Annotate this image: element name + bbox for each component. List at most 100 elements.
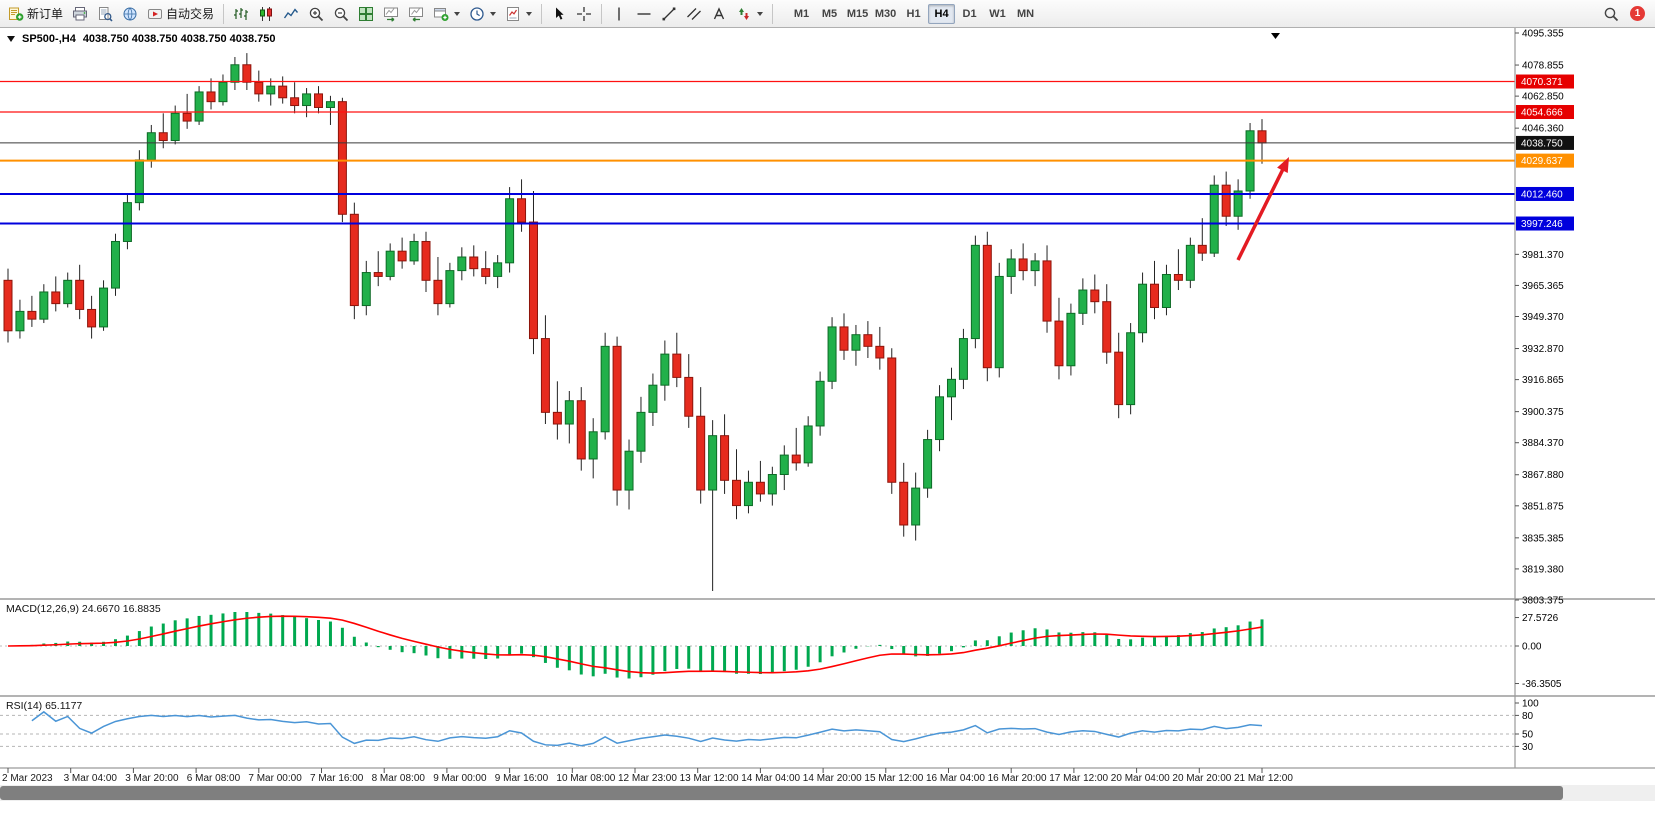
svg-text:10 Mar 08:00: 10 Mar 08:00 (556, 773, 615, 784)
printer-icon (72, 6, 88, 22)
cursor-icon (551, 6, 567, 22)
svg-text:3819.380: 3819.380 (1522, 564, 1564, 575)
auto-scroll-button[interactable] (379, 3, 403, 25)
new-chart-icon (433, 6, 449, 22)
new-chart-button[interactable] (429, 3, 464, 25)
svg-text:3916.865: 3916.865 (1522, 375, 1564, 386)
arrows-button[interactable] (732, 3, 767, 25)
scrollbar-thumb (0, 786, 1563, 800)
svg-text:3 Mar 20:00: 3 Mar 20:00 (125, 773, 179, 784)
svg-text:4078.855: 4078.855 (1522, 61, 1564, 72)
price-badge: 4070.371 (1516, 74, 1574, 89)
svg-text:14 Mar 04:00: 14 Mar 04:00 (741, 773, 800, 784)
timeframe-h1-button[interactable]: H1 (906, 7, 921, 20)
timeframe-m15-button[interactable]: M15 (846, 7, 869, 20)
svg-text:3884.370: 3884.370 (1522, 438, 1564, 449)
line-chart-icon (283, 6, 299, 22)
chevron-down-icon (490, 11, 497, 16)
horizontal-line-button[interactable] (632, 3, 656, 25)
svg-text:7 Mar 16:00: 7 Mar 16:00 (310, 773, 364, 784)
equidistant-channel-button[interactable] (682, 3, 706, 25)
svg-text:3803.375: 3803.375 (1522, 596, 1564, 607)
candlestick-icon (258, 6, 274, 22)
line-chart-button[interactable] (279, 3, 303, 25)
chart-shift-button[interactable] (404, 3, 428, 25)
svg-text:4029.637: 4029.637 (1521, 156, 1563, 167)
zoom-out-icon (333, 6, 349, 22)
expand-triangle-icon[interactable] (7, 36, 15, 42)
autotrading-button[interactable]: 自动交易 (143, 3, 218, 25)
main-toolbar: 新订单 自动交易 M1 M5 M15 M30 H1 H4 D1 W1 MN 1 (0, 0, 1655, 28)
timeframe-mn-button[interactable]: MN (1016, 7, 1035, 20)
svg-text:13 Mar 12:00: 13 Mar 12:00 (680, 773, 739, 784)
toolbar-separator (601, 3, 603, 24)
notification-badge[interactable]: 1 (1630, 6, 1645, 21)
cursor-button[interactable] (547, 3, 571, 25)
toolbar-separator (772, 3, 774, 24)
zoom-in-button[interactable] (304, 3, 328, 25)
timeframe-d1-button[interactable]: D1 (962, 7, 977, 20)
zoom-in-icon (308, 6, 324, 22)
periods-button[interactable] (465, 3, 500, 25)
svg-text:50: 50 (1522, 730, 1534, 741)
vertical-line-button[interactable] (607, 3, 631, 25)
svg-text:80: 80 (1522, 711, 1534, 722)
crosshair-button[interactable] (572, 3, 596, 25)
svg-text:15 Mar 12:00: 15 Mar 12:00 (864, 773, 923, 784)
macd-signal-line (7, 615, 1263, 674)
text-label-button[interactable] (707, 3, 731, 25)
print-button[interactable] (68, 3, 92, 25)
timeframe-m30-button[interactable]: M30 (874, 7, 897, 20)
svg-text:4038.750: 4038.750 (1521, 138, 1563, 149)
trend-arrow-annotation[interactable] (1236, 157, 1289, 261)
tile-windows-icon (358, 6, 374, 22)
chevron-down-icon (526, 11, 533, 16)
bar-chart-icon (233, 6, 249, 22)
candlestick-chart-button[interactable] (254, 3, 278, 25)
timeframe-m5-button[interactable]: M5 (821, 7, 838, 20)
print-preview-button[interactable] (93, 3, 117, 25)
svg-text:0.00: 0.00 (1522, 642, 1542, 653)
svg-text:4095.355: 4095.355 (1522, 29, 1564, 40)
templates-button[interactable] (501, 3, 536, 25)
chart-canvas[interactable]: 4095.355 4078.855 4062.850 4046.360 3981.370… (0, 28, 1655, 834)
timeframe-w1-button[interactable]: W1 (989, 7, 1006, 20)
help-button[interactable] (118, 3, 142, 25)
svg-text:3997.246: 3997.246 (1521, 219, 1563, 230)
svg-text:9 Mar 16:00: 9 Mar 16:00 (495, 773, 549, 784)
clock-icon (469, 6, 485, 22)
svg-text:3835.385: 3835.385 (1522, 533, 1564, 544)
time-axis: 2 Mar 2023 3 Mar 04:00 3 Mar 20:00 6 Mar 08… (2, 768, 1293, 784)
rsi-indicator-label: RSI(14) 65.1177 (6, 700, 83, 712)
svg-text:100: 100 (1522, 699, 1539, 710)
svg-text:17 Mar 12:00: 17 Mar 12:00 (1049, 773, 1108, 784)
zoom-out-button[interactable] (329, 3, 353, 25)
tile-windows-button[interactable] (354, 3, 378, 25)
autotrading-icon (147, 6, 163, 22)
svg-text:20 Mar 20:00: 20 Mar 20:00 (1172, 773, 1231, 784)
svg-text:4062.850: 4062.850 (1522, 92, 1564, 103)
horizontal-scrollbar[interactable] (0, 785, 1655, 801)
svg-text:-36.3505: -36.3505 (1522, 679, 1562, 690)
candles (3, 53, 1267, 592)
search-button[interactable] (1599, 3, 1623, 25)
vertical-line-icon (611, 6, 627, 22)
svg-text:21 Mar 12:00: 21 Mar 12:00 (1234, 773, 1293, 784)
price-badge: 4054.666 (1516, 105, 1574, 120)
svg-text:2 Mar 2023: 2 Mar 2023 (2, 773, 53, 784)
svg-text:20 Mar 04:00: 20 Mar 04:00 (1111, 773, 1170, 784)
macd-indicator-label: MACD(12,26,9) 24.6670 16.8835 (6, 603, 161, 615)
timeframe-h4-button[interactable]: H4 (928, 3, 956, 24)
support-resistance-lines[interactable] (0, 80, 1515, 225)
auto-scroll-icon (383, 6, 399, 22)
timeframe-m1-button[interactable]: M1 (793, 7, 810, 20)
svg-text:3 Mar 04:00: 3 Mar 04:00 (64, 773, 118, 784)
trendline-button[interactable] (657, 3, 681, 25)
template-icon (505, 6, 521, 22)
chart-shift-marker (1271, 33, 1280, 39)
svg-text:3900.375: 3900.375 (1522, 407, 1564, 418)
svg-text:3949.370: 3949.370 (1522, 312, 1564, 323)
bar-chart-button[interactable] (229, 3, 253, 25)
new-order-button[interactable]: 新订单 (4, 3, 67, 25)
